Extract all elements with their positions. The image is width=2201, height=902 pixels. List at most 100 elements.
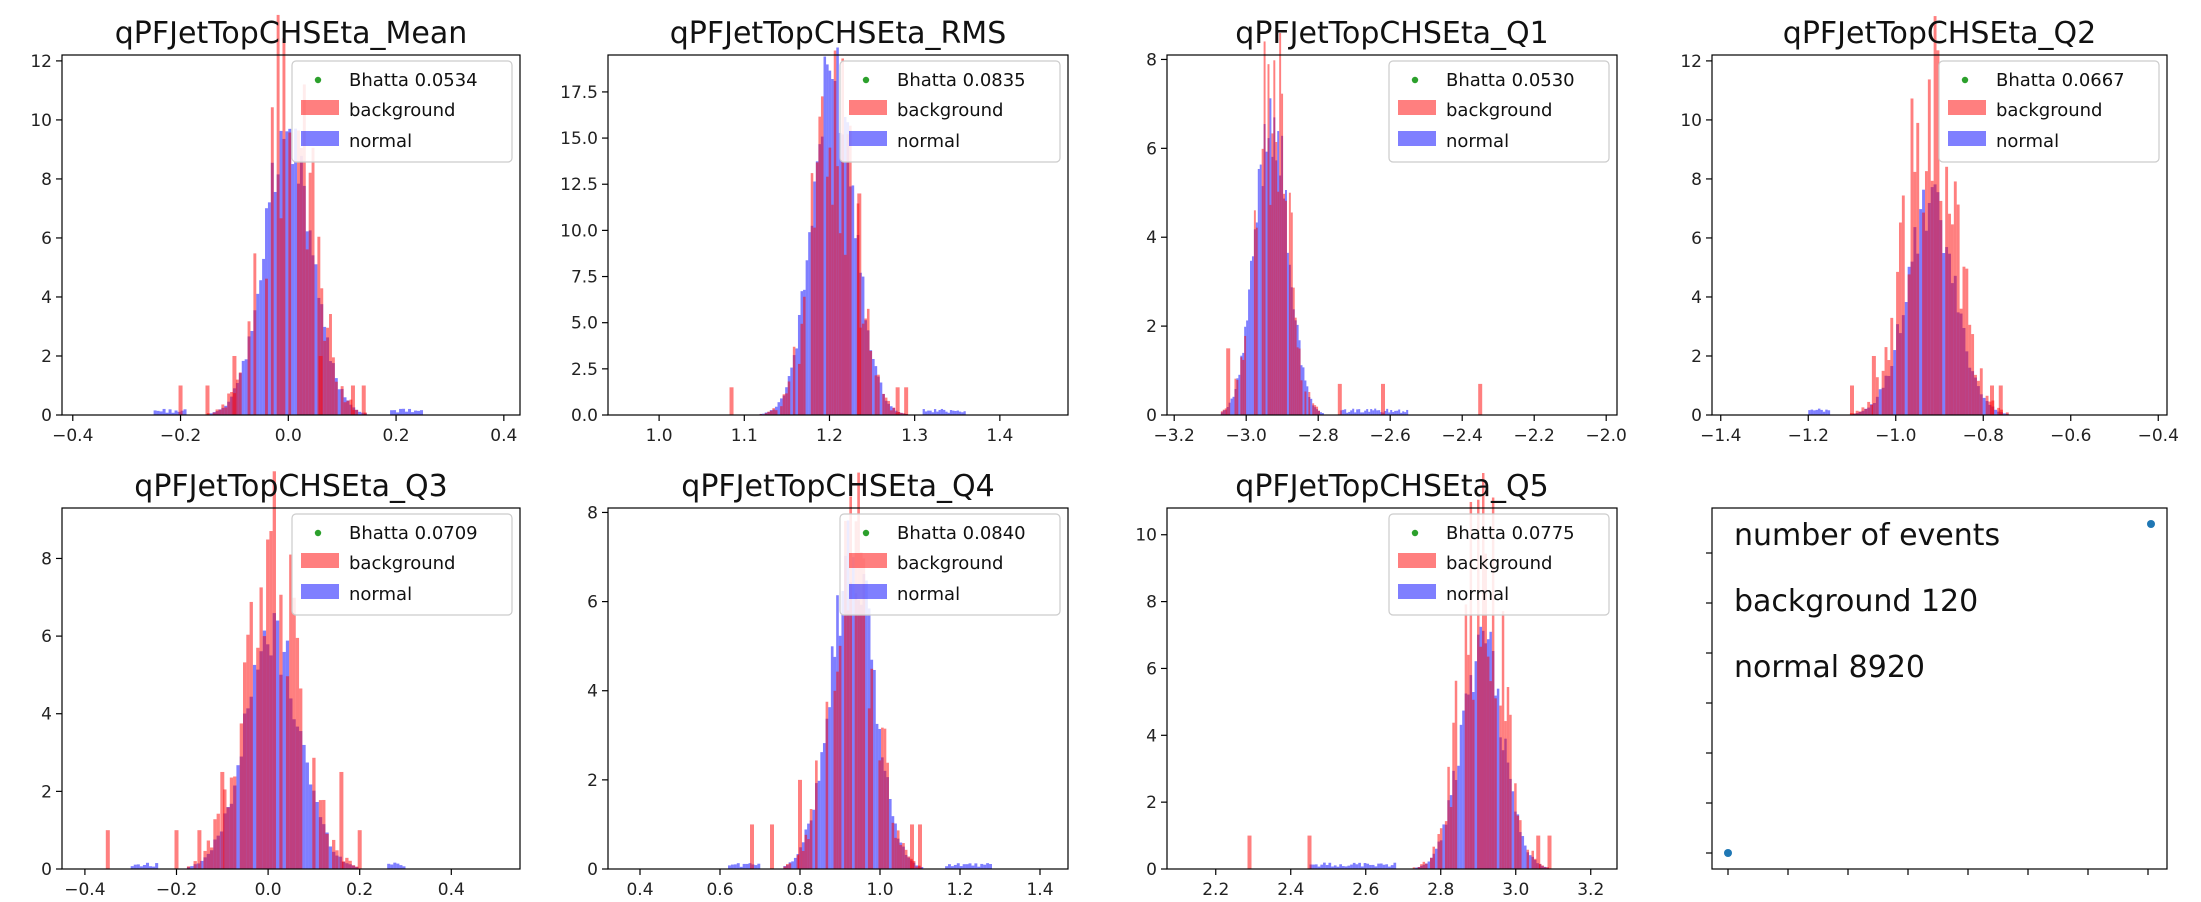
background-bar — [1430, 857, 1433, 869]
background-bar — [1277, 191, 1280, 415]
background-bar — [318, 355, 323, 415]
normal-bar — [159, 411, 163, 415]
background-bar — [1489, 681, 1492, 869]
normal-bar — [174, 410, 178, 415]
normal-bar — [974, 863, 978, 869]
normal-bar — [1306, 386, 1309, 415]
y-tick-label: 0.0 — [571, 406, 598, 426]
normal-bar — [1370, 409, 1373, 415]
normal-bar — [1321, 413, 1324, 415]
background-bar — [1499, 705, 1502, 869]
normal-bar — [1363, 863, 1367, 869]
background-bar — [796, 855, 800, 869]
x-tick-label: 3.2 — [1577, 880, 1604, 900]
normal-bar — [236, 765, 240, 869]
background-bar — [1950, 224, 1954, 415]
legend-box — [291, 513, 513, 616]
y-tick-label: 5.0 — [571, 314, 598, 334]
normal-bar — [945, 866, 948, 869]
normal-bar — [742, 863, 746, 869]
background-bar — [1948, 213, 1951, 415]
background-bar — [1887, 360, 1891, 415]
normal-bar — [1350, 864, 1353, 869]
background-bar — [1253, 210, 1256, 415]
normal-bar — [1238, 374, 1241, 415]
background-bar — [302, 84, 306, 416]
background-bar — [815, 760, 818, 869]
y-tick-label: 6 — [1691, 229, 1702, 249]
background-bar — [1514, 783, 1517, 869]
x-tick-label: 0.0 — [275, 426, 302, 446]
normal-bar — [1496, 688, 1500, 869]
normal-bar — [1808, 410, 1811, 415]
normal-bar — [133, 864, 137, 869]
background-bar — [299, 688, 303, 869]
background-bar — [1998, 385, 2003, 415]
background-bar — [1988, 401, 1992, 415]
x-tick-label: 2.8 — [1427, 880, 1454, 900]
y-tick-label: 8 — [1146, 50, 1157, 70]
normal-bar — [983, 864, 987, 869]
background-bar — [205, 385, 210, 415]
background-bar — [770, 824, 774, 869]
y-tick-label: 8 — [587, 503, 598, 523]
normal-bar — [387, 863, 391, 869]
normal-bar — [929, 410, 932, 415]
background-bar — [801, 850, 805, 869]
background-bar — [902, 843, 905, 869]
normal-bar — [152, 866, 156, 869]
normal-bar — [1820, 409, 1823, 415]
background-bar — [1417, 866, 1421, 869]
y-tick-label: 0 — [1146, 860, 1157, 880]
background-bar — [1519, 820, 1522, 869]
background-bar — [889, 410, 893, 415]
background-bar — [1871, 355, 1876, 415]
normal-bar — [1328, 862, 1332, 869]
normal-bar — [1320, 864, 1324, 869]
normal-bar — [171, 412, 175, 415]
background-bar — [874, 375, 878, 415]
legend-background-swatch — [849, 100, 887, 115]
legend-bhatta: Bhatta 0.0534 — [349, 70, 478, 91]
normal-bar — [399, 865, 403, 869]
background-bar — [1881, 370, 1885, 415]
normal-bar — [1346, 412, 1349, 415]
normal-bar — [739, 866, 743, 869]
background-bar — [904, 387, 909, 415]
background-bar — [1307, 835, 1312, 869]
normal-bar — [1521, 836, 1525, 869]
background-bar — [1504, 721, 1507, 869]
background-bar — [857, 472, 860, 869]
background-bar — [1285, 200, 1287, 415]
x-tick-label: 1.3 — [901, 426, 928, 446]
x-tick-label: 0.8 — [786, 880, 813, 900]
y-tick-label: 17.5 — [560, 83, 598, 103]
background-bar — [869, 350, 873, 415]
legend-background: background — [1446, 553, 1552, 574]
background-bar — [340, 386, 344, 415]
legend-box — [839, 513, 1061, 616]
normal-bar — [757, 863, 761, 869]
background-bar — [810, 173, 814, 415]
normal-bar — [1386, 408, 1389, 415]
normal-bar — [165, 412, 169, 415]
background-bar — [1541, 865, 1544, 869]
background-bar — [836, 671, 839, 869]
x-tick-label: −2.8 — [1298, 426, 1339, 446]
normal-bar — [1382, 864, 1386, 869]
normal-bar — [1459, 724, 1463, 869]
background-bar — [1275, 141, 1278, 416]
background-bar — [1531, 850, 1534, 869]
background-bar — [818, 116, 821, 416]
background-bar — [1907, 274, 1911, 415]
x-tick-label: 2.4 — [1277, 880, 1304, 900]
background-bar — [279, 594, 283, 869]
normal-bar — [730, 864, 734, 869]
x-tick-label: 2.6 — [1352, 880, 1379, 900]
normal-bar — [294, 128, 298, 416]
background-bar — [1296, 347, 1299, 415]
background-bar — [1516, 815, 1520, 869]
legend-background: background — [1996, 100, 2102, 121]
normal-bar — [971, 865, 975, 869]
y-tick-label: 2.5 — [571, 360, 598, 380]
